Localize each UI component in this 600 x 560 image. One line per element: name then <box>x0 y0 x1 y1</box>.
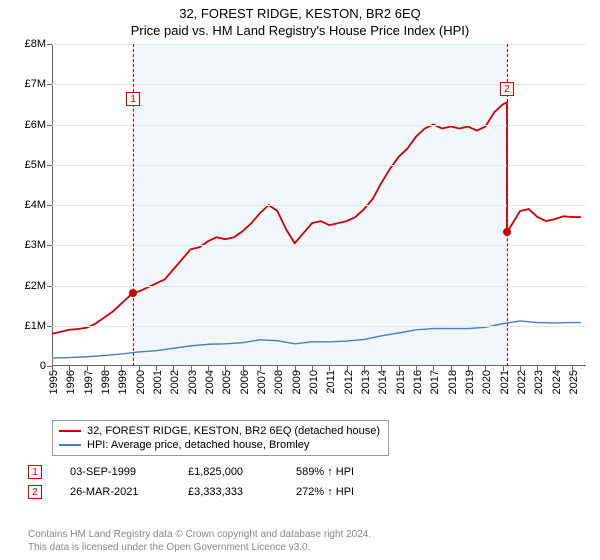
sale-row-hpi: 272% ↑ HPI <box>296 486 354 498</box>
gridline-h <box>52 44 586 45</box>
x-axis-label: 2019 <box>464 370 476 394</box>
y-tick <box>47 205 52 206</box>
x-axis-label: 1998 <box>100 370 112 394</box>
x-axis-label: 2007 <box>256 370 268 394</box>
x-axis-label: 2023 <box>533 370 545 394</box>
chart-subtitle: Price paid vs. HM Land Registry's House … <box>0 21 600 38</box>
y-axis-label: 0 <box>40 360 46 372</box>
sale-row-hpi: 589% ↑ HPI <box>296 466 354 478</box>
y-axis-label: £7M <box>25 78 46 90</box>
x-axis-label: 2012 <box>343 370 355 394</box>
x-axis-label: 2024 <box>551 370 563 394</box>
sale-row-number: 1 <box>28 465 42 479</box>
x-axis-label: 2008 <box>273 370 285 394</box>
x-axis-label: 2016 <box>412 370 424 394</box>
y-axis-label: £1M <box>25 320 46 332</box>
chart-container: 32, FOREST RIDGE, KESTON, BR2 6EQ Price … <box>0 0 600 560</box>
x-axis-label: 2011 <box>325 370 337 394</box>
footer-line-2: This data is licensed under the Open Gov… <box>28 542 371 555</box>
y-axis-label: £6M <box>25 119 46 131</box>
y-tick <box>47 44 52 45</box>
legend: 32, FOREST RIDGE, KESTON, BR2 6EQ (detac… <box>52 420 389 456</box>
sale-row-date: 26-MAR-2021 <box>70 486 160 498</box>
sale-row: 2 26-MAR-2021 £3,333,333 272% ↑ HPI <box>28 482 354 502</box>
sales-table: 1 03-SEP-1999 £1,825,000 589% ↑ HPI 2 26-MAR-… <box>28 462 354 502</box>
x-axis-label: 2021 <box>499 370 511 394</box>
legend-label: HPI: Average price, detached house, Brom… <box>87 439 309 451</box>
x-axis-label: 2004 <box>204 370 216 394</box>
sale-row: 1 03-SEP-1999 £1,825,000 589% ↑ HPI <box>28 462 354 482</box>
y-axis-label: £2M <box>25 280 46 292</box>
legend-label: 32, FOREST RIDGE, KESTON, BR2 6EQ (detac… <box>87 425 380 437</box>
y-tick <box>47 326 52 327</box>
footer: Contains HM Land Registry data © Crown c… <box>28 529 371 554</box>
legend-swatch <box>59 444 81 446</box>
x-axis-label: 1996 <box>65 370 77 394</box>
x-axis-label: 2006 <box>239 370 251 394</box>
x-axis-label: 2022 <box>516 370 528 394</box>
y-axis-label: £5M <box>25 159 46 171</box>
x-axis-label: 1997 <box>83 370 95 394</box>
legend-row: HPI: Average price, detached house, Brom… <box>59 438 380 452</box>
legend-swatch <box>59 430 81 432</box>
footer-line-1: Contains HM Land Registry data © Crown c… <box>28 529 371 542</box>
sale-row-number: 2 <box>28 485 42 499</box>
x-axis-label: 2025 <box>568 370 580 394</box>
chart-area: 0£1M£2M£3M£4M£5M£6M£7M£8M199519961997199… <box>10 44 590 414</box>
gridline-h <box>52 125 586 126</box>
sale-marker <box>129 289 137 297</box>
x-axis-label: 1999 <box>117 370 129 394</box>
sale-number-box: 1 <box>126 92 140 106</box>
x-axis-label: 2005 <box>221 370 233 394</box>
x-axis-label: 2020 <box>481 370 493 394</box>
gridline-h <box>52 165 586 166</box>
x-axis-label: 2017 <box>429 370 441 394</box>
y-axis-label: £8M <box>25 38 46 50</box>
sale-row-date: 03-SEP-1999 <box>70 466 160 478</box>
gridline-h <box>52 286 586 287</box>
sale-row-price: £3,333,333 <box>188 486 268 498</box>
x-axis-label: 2015 <box>395 370 407 394</box>
gridline-h <box>52 245 586 246</box>
x-axis-label: 2009 <box>291 370 303 394</box>
series-property-line <box>52 102 581 333</box>
x-axis-label: 2010 <box>308 370 320 394</box>
y-axis-label: £4M <box>25 199 46 211</box>
chart-title: 32, FOREST RIDGE, KESTON, BR2 6EQ <box>0 0 600 21</box>
legend-row: 32, FOREST RIDGE, KESTON, BR2 6EQ (detac… <box>59 424 380 438</box>
y-axis-label: £3M <box>25 239 46 251</box>
sale-marker <box>503 228 511 236</box>
x-axis-label: 2014 <box>377 370 389 394</box>
y-tick <box>47 125 52 126</box>
x-axis-label: 2001 <box>152 370 164 394</box>
y-tick <box>47 84 52 85</box>
x-axis-label: 2003 <box>187 370 199 394</box>
sale-row-price: £1,825,000 <box>188 466 268 478</box>
y-tick <box>47 165 52 166</box>
y-tick <box>47 245 52 246</box>
x-axis-label: 2002 <box>169 370 181 394</box>
gridline-h <box>52 205 586 206</box>
x-axis-label: 2000 <box>135 370 147 394</box>
sale-number-box: 2 <box>500 82 514 96</box>
gridline-h <box>52 326 586 327</box>
x-axis-label: 2018 <box>447 370 459 394</box>
x-axis-label: 2013 <box>360 370 372 394</box>
x-axis-label: 1995 <box>48 370 60 394</box>
y-tick <box>47 286 52 287</box>
plot-area: 0£1M£2M£3M£4M£5M£6M£7M£8M199519961997199… <box>52 44 586 366</box>
